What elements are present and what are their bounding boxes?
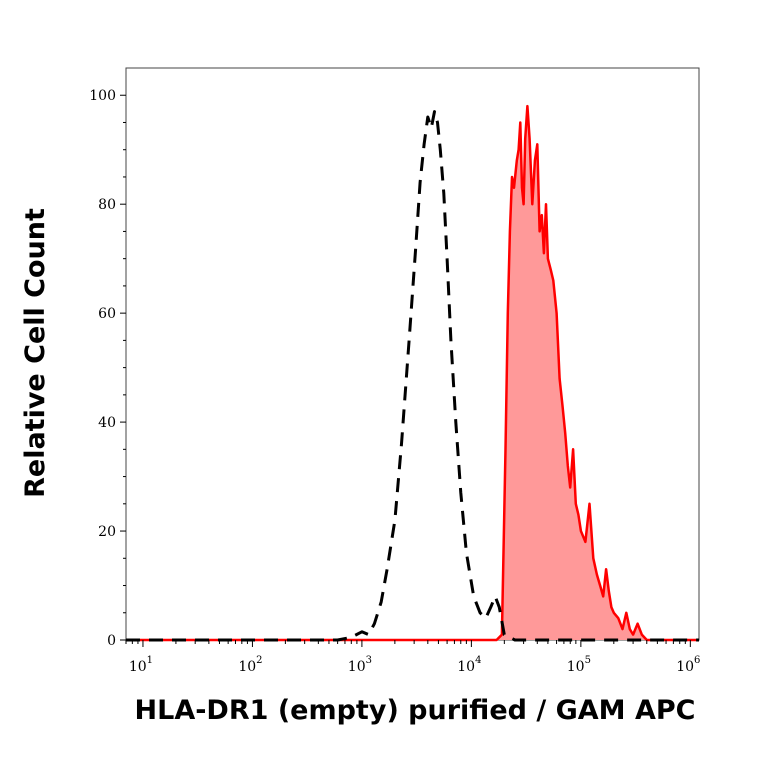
series-layer xyxy=(126,104,699,642)
x-tick-label: 104 xyxy=(457,655,481,675)
x-tick-label: 102 xyxy=(238,655,262,675)
x-tick-base: 10 xyxy=(676,659,694,675)
y-tick-label: 80 xyxy=(98,197,116,213)
x-tick-exponent: 3 xyxy=(366,655,372,666)
series-line-filled xyxy=(126,104,699,642)
y-tick-label: 20 xyxy=(98,524,116,540)
plot-border xyxy=(125,67,700,641)
x-tick-base: 10 xyxy=(348,659,366,675)
x-tick-label: 105 xyxy=(567,655,591,675)
y-axis-title: Relative Cell Count xyxy=(20,208,51,498)
series-fill-area xyxy=(126,106,699,641)
x-tick-exponent: 6 xyxy=(694,655,700,666)
x-tick-base: 10 xyxy=(129,659,147,675)
y-tick-label: 100 xyxy=(89,88,116,104)
x-tick-base: 10 xyxy=(457,659,475,675)
x-tick-exponent: 2 xyxy=(256,655,262,666)
x-tick-exponent: 1 xyxy=(147,655,153,666)
x-tick-label: 103 xyxy=(348,655,372,675)
y-tick-label: 40 xyxy=(98,415,116,431)
series-line-dashed xyxy=(126,110,699,642)
x-tick-exponent: 4 xyxy=(475,655,481,666)
y-tick-label: 0 xyxy=(107,633,116,649)
x-tick-label: 106 xyxy=(676,655,700,675)
x-axis-title: HLA-DR1 (empty) purified / GAM APC xyxy=(135,695,696,726)
plot-frame xyxy=(125,67,700,641)
x-tick-exponent: 5 xyxy=(585,655,591,666)
y-tick-label: 60 xyxy=(98,306,116,322)
x-tick-base: 10 xyxy=(238,659,256,675)
x-tick-label: 101 xyxy=(129,655,153,675)
x-tick-base: 10 xyxy=(567,659,585,675)
